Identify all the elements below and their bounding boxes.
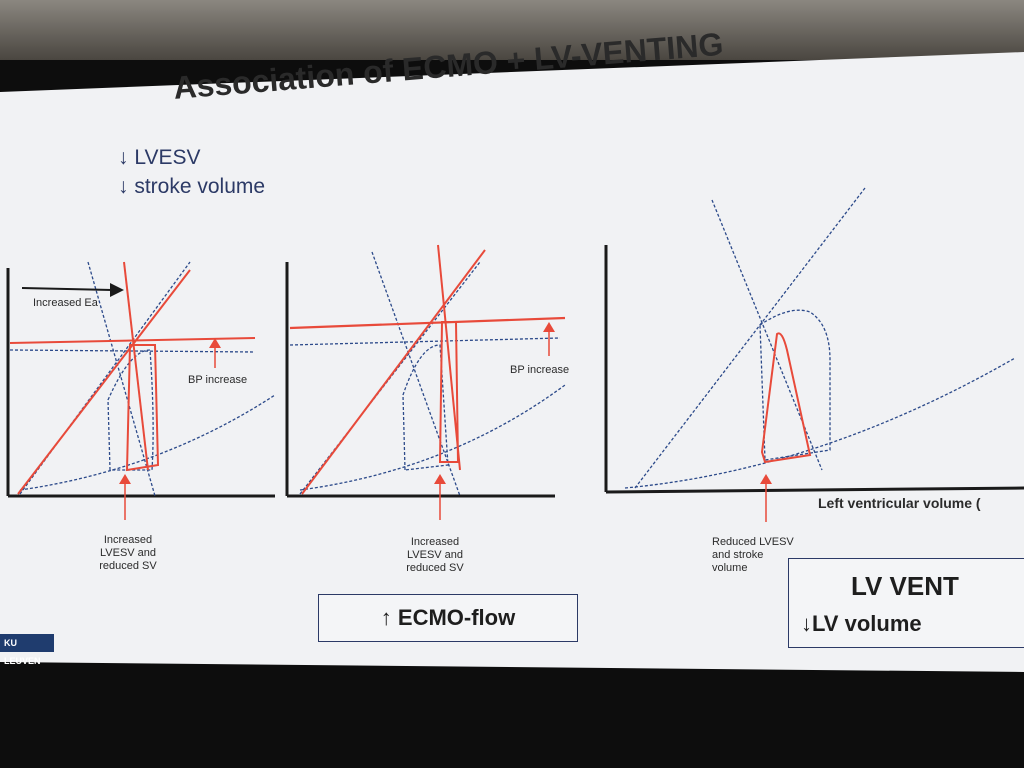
panel-2-new-ea — [437, 244, 461, 471]
panel-2-bottom-label: Increased LVESV and reduced SV — [406, 536, 464, 574]
panel-2-baseline-pressure — [289, 337, 561, 346]
panel-1-ea-line — [87, 261, 156, 497]
ku-leuven-logo: KU LEUVEN — [0, 634, 54, 666]
panel-3 — [604, 187, 1024, 522]
panel-1-baseline-pressure — [9, 349, 256, 353]
panel-1-bottom-label: Increased LVESV and reduced SV — [99, 534, 157, 572]
panel-1-bp-increase-label: BP increase — [188, 374, 248, 386]
panel-1-edpvr — [19, 394, 276, 491]
panel-2-new-espvr — [301, 249, 486, 495]
panel-3-x-axis — [605, 486, 1024, 494]
panel-2-baseline-loop — [402, 344, 449, 471]
panel-1-new-espvr — [17, 269, 191, 495]
panel-3-ea-line — [711, 199, 823, 471]
panel-3-new-loop — [760, 332, 812, 464]
panel-2-new-loop — [438, 321, 460, 463]
panel-3-edpvr — [624, 357, 1016, 489]
panel-1 — [6, 261, 276, 520]
ecmo-flow-box: ↑ ECMO-flow — [318, 594, 578, 642]
ceiling-background — [0, 0, 1024, 60]
panel-1-new-loop — [125, 344, 160, 472]
panel-1-new-ea — [123, 261, 149, 471]
note-stroke-volume: ↓ stroke volume — [118, 175, 266, 198]
lv-volume-text: ↓LV volume — [801, 611, 922, 636]
panel-2 — [285, 244, 566, 520]
panel-2-edpvr — [299, 384, 566, 491]
x-axis-label: Left ventricular volume ( — [818, 495, 981, 511]
panel-3-espvr — [634, 187, 866, 489]
panel-2-ea-line — [371, 251, 461, 497]
increased-ea-label: Increased Ea — [33, 297, 98, 309]
lv-vent-box: LV VENT ↓LV volume — [788, 558, 1024, 648]
panel-1-baseline-loop — [107, 349, 154, 471]
panel-2-bp-increase-label: BP increase — [510, 364, 570, 376]
panel-2-new-pressure — [289, 316, 566, 330]
panel-3-baseline-loop — [759, 309, 831, 461]
panel-3-bottom-label: Reduced LVESV and stroke volume — [712, 536, 794, 574]
note-lvesv: ↓ LVESV — [118, 146, 201, 169]
lv-vent-title: LV VENT — [851, 571, 959, 601]
panel-1-ea-arrow — [21, 287, 113, 291]
